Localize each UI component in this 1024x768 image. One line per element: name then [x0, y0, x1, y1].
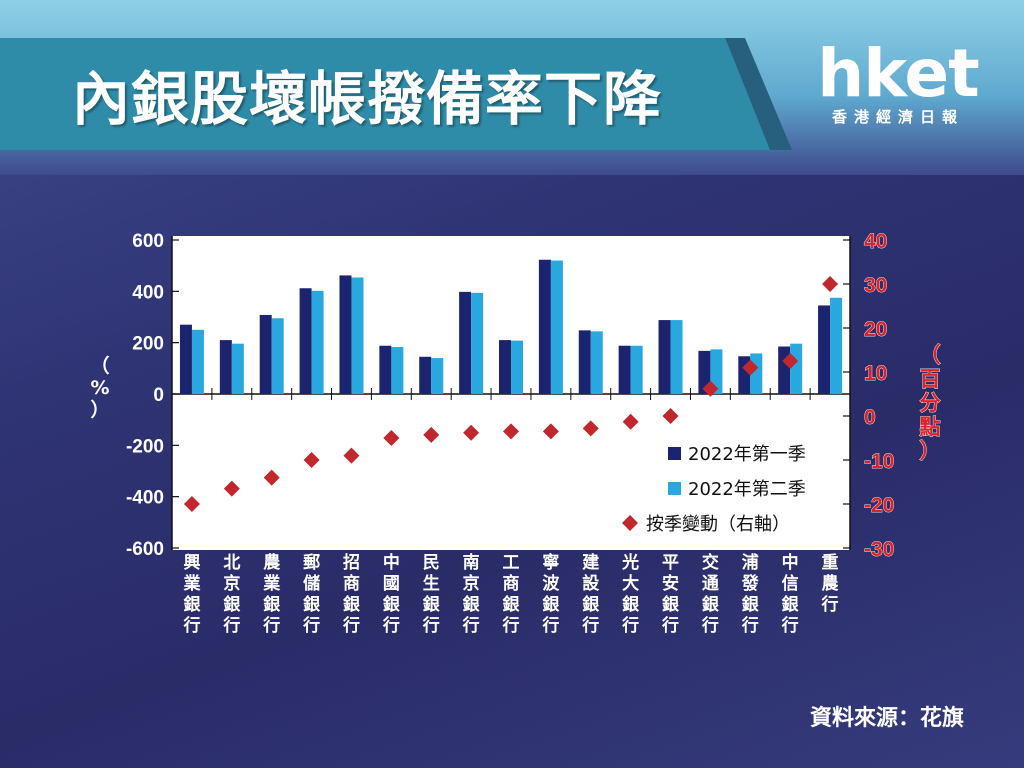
category-label: 光大銀行: [621, 552, 639, 636]
left-tick-label: 600: [132, 231, 164, 252]
bar-q1: [578, 330, 591, 394]
left-tick-label: 200: [132, 334, 164, 355]
bar-q2: [391, 347, 404, 394]
right-tick-label: 30: [864, 274, 887, 297]
page-title: 內銀股壞帳撥備率下降: [72, 65, 663, 133]
bar-q2: [511, 340, 523, 394]
change-marker: [622, 413, 639, 430]
bar-q2: [271, 318, 284, 394]
bar-q1: [698, 350, 711, 394]
bar-q1: [299, 288, 312, 394]
change-marker: [542, 423, 559, 440]
logo-wordmark: hket: [817, 35, 979, 112]
bar-q2: [191, 329, 204, 394]
bar-q2: [231, 343, 244, 394]
change-marker: [702, 380, 719, 397]
bar-q1: [339, 275, 352, 394]
category-label: 重農行: [821, 552, 839, 615]
bar-q2: [830, 297, 843, 394]
right-axis-label-text: （百分點）: [920, 343, 941, 463]
bar-q1: [499, 340, 511, 394]
source-note: 資料來源：花旗: [809, 706, 964, 731]
bar-q1: [379, 345, 392, 394]
left-axis-label-text: （%）: [90, 354, 109, 421]
category-label: 建設銀行: [581, 552, 600, 636]
left-tick-label: -400: [126, 488, 164, 509]
right-tick-label: 0: [864, 406, 876, 429]
change-marker: [263, 469, 280, 486]
bar-q2: [351, 277, 364, 394]
left-tick-label: 400: [132, 282, 164, 303]
bar-q2: [471, 292, 484, 394]
right-tick-label: -20: [864, 494, 894, 517]
change-marker: [463, 424, 480, 441]
category-label: 北京銀行: [222, 553, 240, 636]
right-tick-label: -10: [864, 450, 894, 473]
bar-q1: [179, 324, 192, 394]
category-label: 工商銀行: [502, 553, 520, 636]
bar-q1: [459, 291, 472, 394]
bar-q2: [710, 349, 723, 394]
hket-logo: hket 香港經濟日報: [808, 38, 988, 127]
bar-q2: [590, 331, 603, 394]
bar-q1: [219, 340, 232, 394]
legend-swatch-q2: [668, 482, 681, 495]
bar-q2: [630, 345, 643, 394]
legend-label-q1: 2022年第一季: [688, 444, 806, 465]
category-label: 浦發銀行: [741, 552, 759, 636]
bar-q1: [259, 314, 272, 394]
left-tick-label: -600: [126, 539, 164, 560]
category-label: 南京銀行: [462, 552, 480, 636]
change-marker: [183, 496, 200, 512]
right-tick-label: 10: [864, 362, 887, 385]
category-label: 招商銀行: [342, 552, 360, 636]
change-marker: [223, 480, 240, 497]
category-label: 中國銀行: [382, 552, 400, 636]
left-tick-label: 0: [153, 385, 164, 406]
left-tick-label: -200: [126, 436, 164, 457]
legend-label-change: 按季變動（右軸）: [646, 514, 790, 535]
bar-q2: [550, 260, 563, 394]
bar-q2: [311, 290, 324, 394]
bar-q1: [658, 320, 671, 394]
category-label: 興業銀行: [182, 552, 200, 636]
change-marker: [662, 408, 679, 424]
change-marker: [582, 420, 599, 437]
category-label: 交通銀行: [701, 552, 719, 636]
legend-label-q2: 2022年第二季: [688, 479, 806, 500]
category-label: 民生銀行: [422, 553, 440, 636]
bar-q1: [778, 346, 791, 394]
bar-q1: [419, 356, 432, 394]
bar-q1: [818, 305, 831, 394]
bar-q1: [618, 345, 631, 394]
change-marker: [503, 423, 519, 440]
legend-swatch-q1: [668, 447, 681, 460]
change-marker: [303, 452, 320, 468]
change-marker: [742, 359, 759, 376]
category-label: 中信銀行: [781, 552, 799, 636]
bar-q2: [790, 343, 803, 394]
right-tick-label: -30: [864, 538, 894, 561]
change-marker: [822, 276, 839, 292]
category-label: 寧波銀行: [541, 552, 560, 636]
logo-subtitle: 香港經濟日報: [831, 108, 964, 126]
bar-q2: [431, 358, 444, 394]
category-label: 平安銀行: [661, 553, 679, 636]
title-band: [0, 38, 770, 150]
bar-q2: [670, 320, 683, 394]
category-label: 農業銀行: [262, 552, 280, 636]
change-marker: [383, 430, 400, 446]
bar-q1: [538, 259, 551, 394]
right-tick-label: 40: [864, 230, 887, 253]
change-marker: [423, 426, 440, 443]
category-label: 郵儲銀行: [302, 553, 320, 636]
legend-marker-change: [622, 515, 638, 531]
right-tick-label: 20: [864, 318, 887, 341]
change-marker: [782, 353, 799, 369]
change-marker: [343, 447, 360, 464]
